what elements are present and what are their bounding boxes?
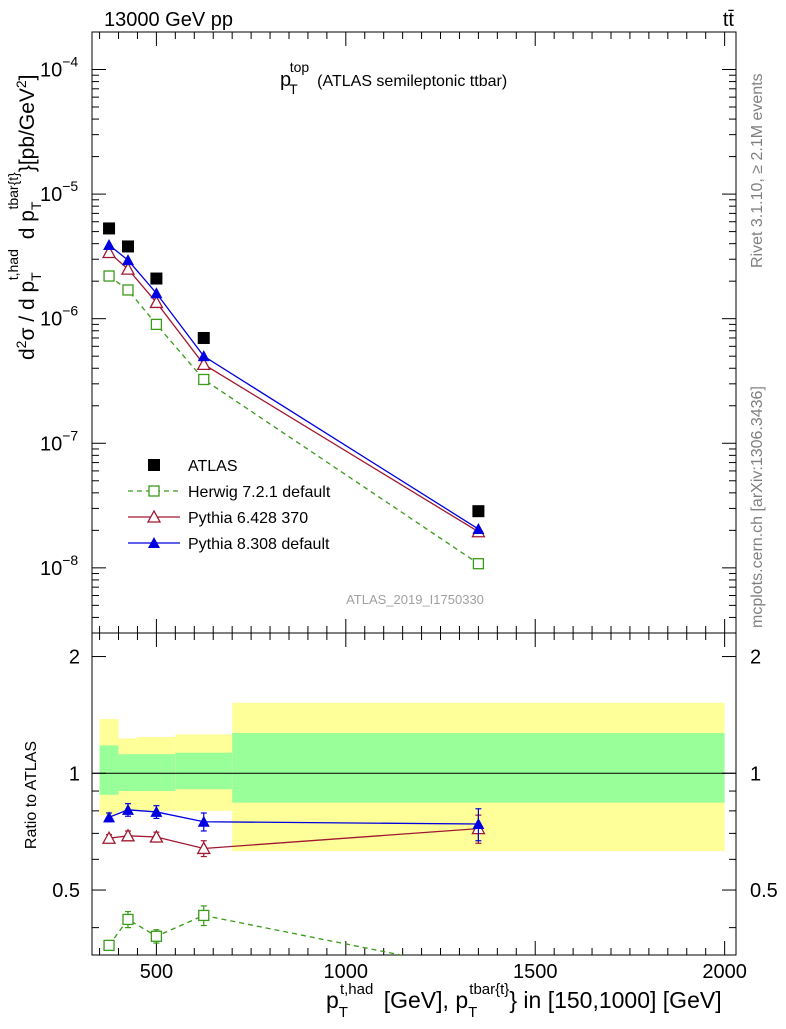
ratio-point-0	[150, 930, 163, 942]
x-axis-ticks: 500 1000 1500 2000	[99, 32, 747, 983]
ratio-point-2	[197, 815, 210, 827]
main-y-tick-label: 10−5	[40, 178, 78, 206]
main-point-2	[101, 245, 117, 259]
title-main: p	[280, 69, 291, 91]
main-y-tick-base: 10	[40, 558, 62, 580]
main-point-1	[150, 318, 163, 331]
main-y-tick-exp: −6	[62, 303, 78, 319]
ratio-series-layer	[101, 803, 486, 976]
main-y-tick-label: 10−7	[40, 427, 78, 455]
ratio-point-0	[198, 909, 210, 922]
green-band-4	[232, 733, 725, 803]
ratio-point-2	[472, 818, 485, 830]
main-y-tick-base: 10	[40, 433, 62, 455]
x-tick-label: 2000	[702, 961, 747, 983]
process-label: tt̄	[723, 9, 735, 31]
x-tick-label: 1000	[324, 961, 369, 983]
title-sup: top	[290, 59, 310, 75]
energy-label: 13000 GeV pp	[104, 9, 233, 31]
green-band-1	[118, 754, 138, 792]
legend-label-1: Herwig 7.2.1 default	[188, 484, 331, 501]
main-point-3	[472, 523, 485, 535]
main-y-tick-exp: −5	[62, 178, 78, 194]
ratio-y-tick-label: 1	[69, 763, 80, 785]
main-y-tick-label: 10−6	[40, 303, 78, 331]
ratio-axis-ticks: 0.5 0.5 1 1 2 2	[52, 647, 778, 929]
rivet-version-label: Rivet 3.1.10, ≥ 2.1M events	[749, 73, 766, 268]
legend-marker-0	[148, 459, 160, 471]
x-axis-label: pTt,had [GeV], pTtbar{t}} in [150,1000] …	[326, 981, 722, 1021]
ratio-point-1	[196, 841, 211, 855]
ratio-y-tick-label: 2	[69, 647, 80, 669]
title-sub: T	[289, 81, 298, 97]
green-band-2	[137, 754, 176, 792]
title-rest: (ATLAS semileptonic ttbar)	[317, 73, 507, 90]
main-y-tick-base: 10	[40, 184, 62, 206]
legend-label-2: Pythia 6.428 370	[188, 510, 308, 527]
ratio-point-1	[149, 829, 164, 843]
main-y-tick-base: 10	[40, 60, 62, 82]
main-point-1	[198, 373, 210, 386]
main-point-2	[196, 356, 211, 370]
legend-label-3: Pythia 8.308 default	[188, 536, 330, 553]
main-point-2	[149, 295, 164, 309]
main-point-3	[197, 350, 210, 362]
main-point-1	[472, 558, 485, 570]
ratio-point-2	[121, 803, 134, 815]
main-point-0	[103, 222, 116, 235]
analysis-label: ATLAS_2019_I1750330	[346, 592, 484, 607]
main-y-tick-label: 10−8	[40, 552, 78, 580]
ratio-point-0	[103, 939, 115, 952]
ratio-y-tick-label-right: 0.5	[750, 880, 778, 902]
x-tick-label: 1500	[513, 961, 558, 983]
main-y-tick-label: 10−4	[40, 54, 78, 82]
main-point-1	[103, 270, 115, 282]
main-point-0	[472, 505, 485, 518]
legend-marker-3	[148, 537, 160, 548]
mcplots-label: mcplots.cern.ch [arXiv:1306.3436]	[749, 386, 766, 628]
legend-marker-1	[148, 485, 160, 497]
ratio-y-axis-label: Ratio to ATLAS	[23, 741, 40, 849]
main-y-tick-base: 10	[40, 309, 62, 331]
main-point-3	[103, 239, 116, 251]
main-y-tick-exp: −4	[62, 54, 78, 70]
main-point-0	[197, 331, 210, 344]
ratio-point-1	[120, 828, 136, 842]
x-tick-label: 500	[140, 961, 173, 983]
green-band-3	[175, 752, 233, 790]
ratio-point-1	[101, 830, 117, 844]
main-point-3	[121, 254, 134, 266]
main-point-1	[122, 284, 134, 296]
ratio-point-0	[473, 966, 483, 976]
main-y-axis-label: d2σ / d pTt,had d pTtbar{t}}[pb/GeV2]	[5, 74, 44, 360]
plot-title: pTtop (ATLAS semileptonic ttbar)	[280, 59, 507, 97]
green-band-0	[99, 745, 119, 795]
main-point-0	[121, 240, 134, 253]
main-series-layer	[101, 222, 486, 570]
ratio-point-0	[122, 913, 134, 926]
ratio-y-tick-label-right: 2	[750, 647, 761, 669]
legend: ATLAS Herwig 7.2.1 default Pythia 6.428 37…	[128, 458, 331, 553]
main-axis-ticks: 10−810−710−610−510−4	[40, 31, 736, 634]
ratio-point-2	[150, 805, 163, 817]
main-point-0	[150, 272, 163, 285]
main-point-3	[150, 287, 163, 299]
main-y-tick-exp: −7	[62, 427, 78, 443]
ratio-y-tick-label: 0.5	[52, 880, 80, 902]
main-y-tick-exp: −8	[62, 552, 78, 568]
legend-marker-2	[146, 509, 162, 523]
ratio-uncertainty-bands	[92, 702, 736, 852]
legend-label-0: ATLAS	[188, 458, 238, 475]
ratio-frame	[91, 632, 737, 956]
main-point-2	[120, 261, 136, 275]
ratio-y-tick-label-right: 1	[750, 763, 761, 785]
ratio-point-2	[103, 811, 116, 823]
